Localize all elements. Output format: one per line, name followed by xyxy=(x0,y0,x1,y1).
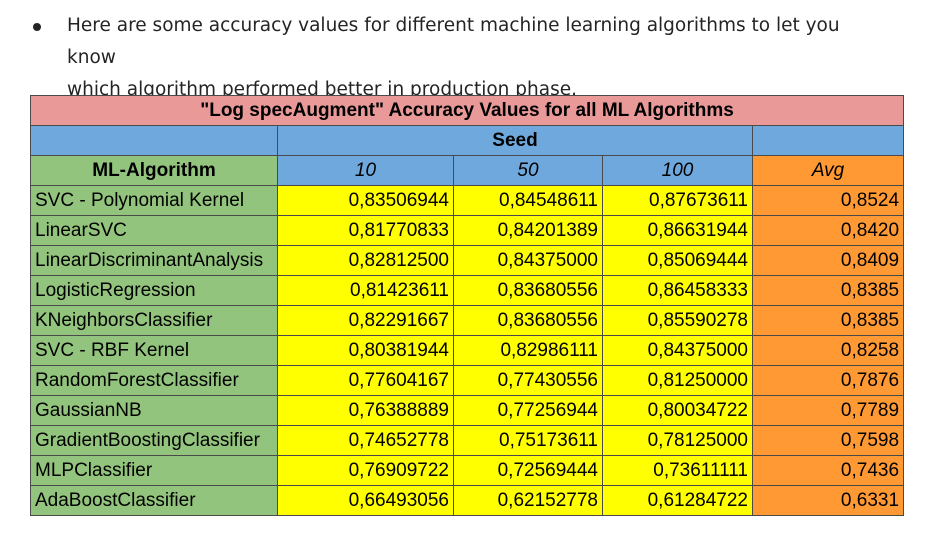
avg-header-spacer xyxy=(751,125,905,156)
algorithm-cell: AdaBoostClassifier xyxy=(30,485,278,516)
seed-header-spacer xyxy=(30,125,278,156)
seed-header-row: Seed xyxy=(30,125,905,156)
seed-100-value: 0,73611111 xyxy=(602,455,753,486)
avg-header: Avg xyxy=(751,155,905,186)
seed-100-header: 100 xyxy=(602,155,753,186)
avg-value: 0,8420 xyxy=(751,215,905,246)
algorithm-cell: LinearDiscriminantAnalysis xyxy=(30,245,278,276)
seed-100-value: 0,61284722 xyxy=(602,485,753,516)
seed-50-value: 0,75173611 xyxy=(453,425,603,456)
table-row: MLPClassifier 0,76909722 0,72569444 0,73611… xyxy=(30,455,905,486)
algorithm-cell: MLPClassifier xyxy=(30,455,278,486)
algorithm-cell: KNeighborsClassifier xyxy=(30,305,278,336)
algorithm-cell: LogisticRegression xyxy=(30,275,278,306)
seed-50-value: 0,84201389 xyxy=(453,215,603,246)
seed-10-value: 0,81423611 xyxy=(277,275,454,306)
seed-10-value: 0,76388889 xyxy=(277,395,454,426)
seed-10-value: 0,81770833 xyxy=(277,215,454,246)
accuracy-table: "Log specAugment" Accuracy Values for al… xyxy=(29,95,905,516)
column-header-row: ML-Algorithm 10 50 100 Avg xyxy=(30,155,905,186)
algorithm-cell: LinearSVC xyxy=(30,215,278,246)
avg-value: 0,8409 xyxy=(751,245,905,276)
avg-value: 0,6331 xyxy=(751,485,905,516)
seed-100-value: 0,87673611 xyxy=(602,185,753,216)
table-row: AdaBoostClassifier 0,66493056 0,62152778 0,… xyxy=(30,485,905,516)
seed-10-value: 0,74652778 xyxy=(277,425,454,456)
seed-10-value: 0,77604167 xyxy=(277,365,454,396)
avg-value: 0,8385 xyxy=(751,305,905,336)
intro-line-1: Here are some accuracy values for differ… xyxy=(67,15,840,68)
seed-50-value: 0,82986111 xyxy=(453,335,603,366)
seed-50-value: 0,77256944 xyxy=(453,395,603,426)
seed-100-value: 0,78125000 xyxy=(602,425,753,456)
seed-10-value: 0,76909722 xyxy=(277,455,454,486)
algo-header: ML-Algorithm xyxy=(30,155,278,186)
seed-10-value: 0,82291667 xyxy=(277,305,454,336)
algorithm-cell: SVC - Polynomial Kernel xyxy=(30,185,278,216)
seed-50-value: 0,83680556 xyxy=(453,305,603,336)
seed-50-value: 0,72569444 xyxy=(453,455,603,486)
seed-10-value: 0,66493056 xyxy=(277,485,454,516)
seed-100-value: 0,86631944 xyxy=(602,215,753,246)
table-row: LinearSVC 0,81770833 0,84201389 0,86631944 0… xyxy=(30,215,905,246)
table-row: SVC - RBF Kernel 0,80381944 0,82986111 0,84… xyxy=(30,335,905,366)
table-row: GradientBoostingClassifier 0,74652778 0,75… xyxy=(30,425,905,456)
avg-value: 0,8258 xyxy=(751,335,905,366)
seed-100-value: 0,80034722 xyxy=(602,395,753,426)
seed-50-value: 0,77430556 xyxy=(453,365,603,396)
avg-value: 0,8524 xyxy=(751,185,905,216)
table-row: KNeighborsClassifier 0,82291667 0,83680556… xyxy=(30,305,905,336)
avg-value: 0,7876 xyxy=(751,365,905,396)
table-row: LinearDiscriminantAnalysis 0,82812500 0,84… xyxy=(30,245,905,276)
seed-10-value: 0,80381944 xyxy=(277,335,454,366)
seed-10-header: 10 xyxy=(277,155,454,186)
algorithm-cell: RandomForestClassifier xyxy=(30,365,278,396)
seed-10-value: 0,83506944 xyxy=(277,185,454,216)
algorithm-cell: SVC - RBF Kernel xyxy=(30,335,278,366)
seed-50-value: 0,84548611 xyxy=(453,185,603,216)
avg-value: 0,7598 xyxy=(751,425,905,456)
bullet-dot-icon xyxy=(33,23,41,31)
algorithm-cell: GradientBoostingClassifier xyxy=(30,425,278,456)
seed-header: Seed xyxy=(277,125,753,156)
table-title-row: "Log specAugment" Accuracy Values for al… xyxy=(29,95,905,126)
seed-100-value: 0,85069444 xyxy=(602,245,753,276)
seed-50-value: 0,84375000 xyxy=(453,245,603,276)
seed-100-value: 0,85590278 xyxy=(602,305,753,336)
table-title: "Log specAugment" Accuracy Values for al… xyxy=(29,95,905,126)
table-row: RandomForestClassifier 0,77604167 0,774305… xyxy=(30,365,905,396)
seed-100-value: 0,86458333 xyxy=(602,275,753,306)
intro-line-2: which algorithm performed better in prod… xyxy=(67,79,577,100)
intro-text: Here are some accuracy values for differ… xyxy=(67,10,887,106)
avg-value: 0,7789 xyxy=(751,395,905,426)
table-row: SVC - Polynomial Kernel 0,83506944 0,84548… xyxy=(30,185,905,216)
avg-value: 0,8385 xyxy=(751,275,905,306)
algorithm-cell: GaussianNB xyxy=(30,395,278,426)
seed-100-value: 0,81250000 xyxy=(602,365,753,396)
table-row: GaussianNB 0,76388889 0,77256944 0,80034722… xyxy=(30,395,905,426)
table-row: LogisticRegression 0,81423611 0,83680556 0,… xyxy=(30,275,905,306)
seed-10-value: 0,82812500 xyxy=(277,245,454,276)
seed-50-value: 0,83680556 xyxy=(453,275,603,306)
avg-value: 0,7436 xyxy=(751,455,905,486)
seed-100-value: 0,84375000 xyxy=(602,335,753,366)
seed-50-header: 50 xyxy=(453,155,603,186)
seed-50-value: 0,62152778 xyxy=(453,485,603,516)
